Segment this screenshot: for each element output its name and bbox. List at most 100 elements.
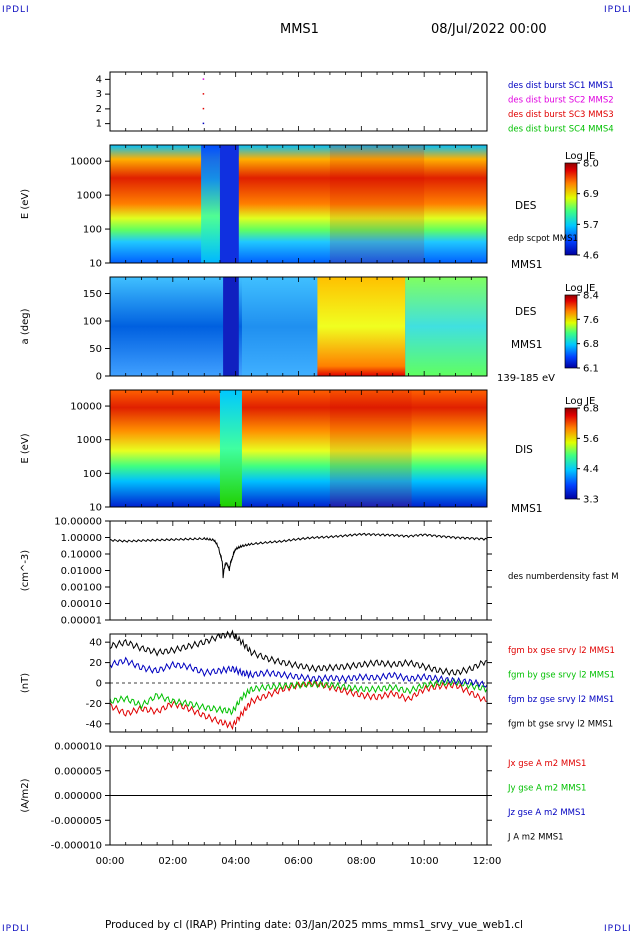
y-tick-label-des_energy: 10 xyxy=(89,259,102,270)
colorbar-tick-label-dis_energy: 5.6 xyxy=(583,434,599,445)
x-tick-label: 06:00 xyxy=(284,856,313,867)
y-tick-label-des_energy: 10000 xyxy=(70,157,102,168)
y-tick-label-current: 0.000000 xyxy=(54,791,102,802)
x-tick-label: 08:00 xyxy=(347,856,376,867)
footer-text: Produced by cl (IRAP) Printing date: 03/… xyxy=(105,919,523,931)
y-tick-label-fgm: -20 xyxy=(86,699,102,710)
series-line-fgm-3 xyxy=(109,629,488,677)
panel-frame-4 xyxy=(109,520,488,621)
right-label-pad-energy: 139-185 eV xyxy=(497,373,555,384)
burst-point xyxy=(202,107,205,110)
burst-point xyxy=(202,93,205,95)
y-tick-label-fgm: -40 xyxy=(86,719,102,730)
x-tick-label: 04:00 xyxy=(221,856,250,867)
colorbar-dis_energy xyxy=(564,407,578,500)
y-tick-label-density: 0.00100 xyxy=(61,583,102,594)
spectrogram-gap-band xyxy=(201,145,220,263)
y-tick-label-dis_energy: 10000 xyxy=(70,402,102,413)
y-tick-label-des_pitch: 50 xyxy=(89,344,102,355)
y-axis-label-density: (cm^-3) xyxy=(20,550,31,591)
x-tick-label: 10:00 xyxy=(410,856,439,867)
y-tick-label-fgm: 20 xyxy=(89,658,102,669)
heatmap-des_energy xyxy=(110,145,487,263)
colorbar-tick-label-des_pitch: 6.1 xyxy=(583,364,599,375)
y-tick-label-current: -0.000010 xyxy=(51,841,102,852)
right-label-pad: DES xyxy=(515,306,537,318)
right-label-edp: edp scpot MMS1 xyxy=(508,234,578,244)
colorbar-tick-label-dis_energy: 4.4 xyxy=(583,464,599,475)
legend-burst-1: des dist burst SC1 MMS1 xyxy=(508,81,614,91)
heatmap-dis_energy xyxy=(110,390,487,507)
right-label-dis: DIS xyxy=(515,444,533,456)
spectrogram-gap-core xyxy=(219,145,239,263)
legend-burst-2: des dist burst SC2 MMS2 xyxy=(508,96,614,106)
y-tick-label-density: 0.01000 xyxy=(61,566,102,577)
legend-fgm-2: fgm bz gse srvy l2 MMS1 xyxy=(508,695,614,705)
y-axis-label-current: (A/m2) xyxy=(20,778,31,812)
y-tick-label-density: 0.00010 xyxy=(61,599,102,610)
spectrogram-band xyxy=(110,390,487,507)
right-label-des-sc: MMS1 xyxy=(511,259,542,271)
y-tick-label-dis_energy: 10 xyxy=(89,503,102,514)
y-tick-label-des_energy: 100 xyxy=(83,225,102,236)
pitch-late xyxy=(405,277,487,376)
legend-density: des numberdensity fast M xyxy=(508,572,619,582)
y-tick-label-des_pitch: 150 xyxy=(83,289,102,300)
y-tick-label-current: -0.000005 xyxy=(51,816,102,827)
colorbar-tick-label-des_energy: 4.6 xyxy=(583,251,599,262)
colorbar-title-dis_energy: Log JE xyxy=(565,396,595,407)
series-line-fgm-0 xyxy=(109,679,488,731)
legend-burst-4: des dist burst SC4 MMS4 xyxy=(508,125,614,135)
colorbar-title-des_energy: Log JE xyxy=(565,151,595,162)
x-tick-label: 00:00 xyxy=(96,856,125,867)
y-tick-label-current: 0.000005 xyxy=(54,766,102,777)
y-tick-label-fgm: 40 xyxy=(89,638,102,649)
y-tick-label-density: 1.00000 xyxy=(61,533,102,544)
legend-current-0: Jx gse A m2 MMS1 xyxy=(507,759,586,769)
colorbar-tick-label-dis_energy: 6.8 xyxy=(583,404,599,415)
right-label-des: DES xyxy=(515,200,537,212)
right-label-pad-sc: MMS1 xyxy=(511,339,542,351)
y-axis-label-dis_energy: E (eV) xyxy=(20,433,31,463)
x-tick-label: 12:00 xyxy=(473,856,502,867)
corner-label-top-left: IPDLI xyxy=(2,5,30,15)
legend-current-2: Jz gse A m2 MMS1 xyxy=(507,808,586,818)
y-tick-label-current: 0.000010 xyxy=(54,742,102,753)
colorbar-title-des_pitch: Log JE xyxy=(565,283,595,294)
colorbar-tick-label-des_pitch: 6.8 xyxy=(583,339,599,350)
pitch-mid xyxy=(241,277,318,376)
y-tick-label-fgm: 0 xyxy=(96,679,102,690)
y-axis-label-fgm: (nT) xyxy=(20,673,31,693)
series-line-fgm-1 xyxy=(109,677,488,716)
colorbar-des_pitch xyxy=(564,294,578,369)
colorbar-tick-label-des_energy: 5.7 xyxy=(583,220,599,231)
spectrogram-band xyxy=(110,145,487,263)
y-tick-label-density: 0.00001 xyxy=(61,616,102,627)
legend-fgm-0: fgm bx gse srvy l2 MMS1 xyxy=(508,646,615,656)
colorbar-tick-label-des_energy: 8.0 xyxy=(583,159,599,170)
y-tick-label-burst: 4 xyxy=(96,74,102,85)
spectrogram-gap xyxy=(219,390,242,507)
legend-burst-3: des dist burst SC3 MMS3 xyxy=(508,110,614,120)
spacecraft-title: MMS1 xyxy=(280,22,319,37)
legend-fgm-1: fgm by gse srvy l2 MMS1 xyxy=(508,671,615,681)
y-tick-label-burst: 1 xyxy=(96,119,102,130)
legend-fgm-3: fgm bt gse srvy l2 MMS1 xyxy=(508,720,613,730)
legend-current-3: J A m2 MMS1 xyxy=(507,833,564,843)
y-axis-label-des_pitch: a (deg) xyxy=(20,308,31,344)
burst-point xyxy=(202,122,205,125)
legend-current-1: Jy gse A m2 MMS1 xyxy=(507,784,586,794)
y-tick-label-burst: 2 xyxy=(96,104,102,115)
heatmap-des_pitch xyxy=(110,277,487,376)
colorbar-tick-label-des_pitch: 7.6 xyxy=(583,315,599,326)
series-line-fgm-2 xyxy=(109,656,488,688)
y-axis-label-des_energy: E (eV) xyxy=(20,189,31,219)
y-tick-label-burst: 3 xyxy=(96,89,102,100)
y-tick-label-dis_energy: 1000 xyxy=(77,435,102,446)
panel-frame-0 xyxy=(109,71,488,132)
right-label-dis-sc: MMS1 xyxy=(511,503,542,515)
spectrogram-hot xyxy=(329,145,425,263)
y-tick-label-density: 0.10000 xyxy=(61,550,102,561)
y-tick-label-des_pitch: 0 xyxy=(96,372,102,383)
